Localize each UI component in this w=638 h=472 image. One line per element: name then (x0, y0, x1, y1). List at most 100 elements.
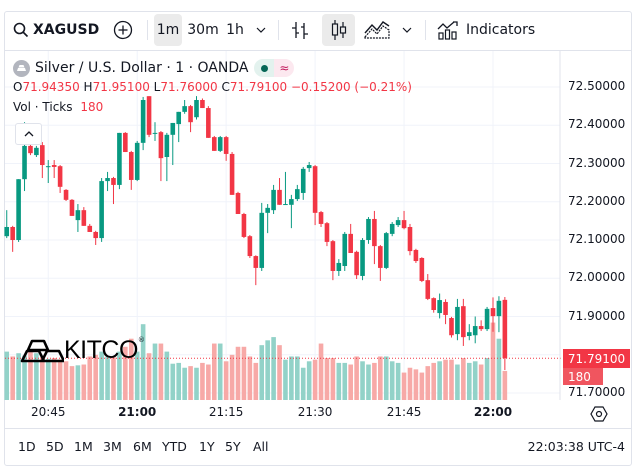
volume-bar (158, 343, 164, 400)
candlestick-icon (331, 20, 346, 40)
candle-body (22, 145, 27, 180)
market-open-dot-icon (254, 59, 275, 77)
chevron-up-icon (24, 131, 33, 137)
interval-1h[interactable]: 1h (226, 22, 244, 38)
volume-bar (354, 356, 359, 400)
volume-bar (419, 372, 425, 400)
time-axis-label: 21:15 (208, 405, 244, 419)
candle-body (75, 210, 81, 221)
candle-body (45, 166, 51, 168)
volume-bar (265, 340, 270, 400)
volume-bar (289, 356, 294, 400)
candle-body (34, 147, 39, 156)
indicators-icon (437, 21, 458, 40)
volume-bar (502, 370, 508, 400)
symbol-search-button[interactable]: XAGUSD (13, 14, 99, 46)
candle-body (105, 178, 110, 182)
volume-bar (259, 345, 265, 400)
toolbar-divider (147, 20, 148, 40)
change-value: −0.15200 (−0.21%) (290, 80, 412, 94)
range-1m[interactable]: 1M (74, 439, 93, 454)
price-axis-label: 72.20000 (568, 193, 626, 208)
chart-widget-frame (4, 11, 632, 466)
chart-type-dropdown[interactable] (398, 14, 416, 46)
range-6m[interactable]: 6M (133, 439, 152, 454)
volume-bar (176, 362, 182, 400)
candle-body (295, 189, 300, 200)
volume-bar (318, 343, 324, 400)
range-3m[interactable]: 3M (103, 439, 122, 454)
bars-chart-type-button[interactable] (287, 14, 313, 46)
search-icon (13, 22, 29, 38)
volume-bar (57, 359, 63, 400)
volume-bar (34, 353, 39, 400)
interval-dropdown[interactable] (252, 14, 270, 46)
volume-bar (247, 356, 253, 400)
volume-bar (63, 361, 69, 400)
area-chart-type-button[interactable] (362, 14, 392, 46)
price-axis-label: 72.00000 (568, 270, 626, 285)
volume-bar (117, 351, 122, 400)
toolbar-divider (278, 20, 279, 40)
range-1y[interactable]: 1Y (199, 439, 215, 454)
range-5y[interactable]: 5Y (225, 439, 241, 454)
indicators-button[interactable]: Indicators (437, 14, 535, 46)
volume-bar (28, 351, 33, 400)
open-value: 71.94350 (22, 80, 80, 94)
range-ytd[interactable]: YTD (162, 439, 187, 454)
volume-bar (330, 358, 336, 400)
volume-bar (128, 338, 134, 400)
candle-body (455, 306, 460, 335)
interval-1m[interactable]: 1m (154, 14, 182, 46)
candle-body (425, 280, 431, 299)
volume-bar (10, 356, 15, 400)
candle-body (28, 145, 33, 154)
candle-body (277, 189, 282, 205)
close-label: C (221, 80, 230, 94)
candle-body (247, 236, 253, 257)
candle-body (449, 318, 454, 336)
silver-symbol-icon (13, 59, 30, 77)
volume-bar (461, 358, 466, 400)
chevron-down-icon (402, 27, 412, 33)
candle-body (490, 308, 496, 317)
range-1d[interactable]: 1D (18, 439, 36, 454)
candle-body (123, 132, 128, 153)
candle-body (472, 326, 478, 336)
volume-bar (449, 359, 454, 400)
volume-bar (360, 361, 365, 400)
volume-bar (235, 346, 241, 400)
candles-chart-type-button[interactable] (322, 14, 355, 46)
volume-bar (152, 343, 158, 400)
range-all[interactable]: All (253, 439, 269, 454)
candle-body (306, 165, 312, 169)
compare-symbol-button[interactable] (112, 14, 134, 46)
interval-30m[interactable]: 30m (187, 22, 219, 38)
volume-bar (45, 358, 51, 400)
price-axis-label: 72.10000 (568, 232, 626, 246)
candle-body (211, 137, 217, 151)
candle-body (10, 226, 15, 240)
candle-body (158, 132, 164, 159)
collapse-legend-button[interactable] (15, 123, 42, 145)
candle-body (336, 262, 342, 271)
volume-bar (22, 355, 27, 400)
volume-bar (170, 363, 176, 400)
volume-bar (306, 361, 312, 400)
volume-bar (425, 366, 431, 400)
candle-body (253, 256, 259, 268)
clock-timezone[interactable]: 22:03:38 UTC-4 (527, 439, 625, 454)
volume-bar (300, 367, 306, 400)
range-5d[interactable]: 5D (46, 439, 64, 454)
candle-body (81, 210, 87, 226)
volume-bar (99, 351, 104, 400)
chart-settings-button[interactable] (590, 405, 608, 427)
symbol-legend: Silver / U.S. Dollar · 1 · OANDA ≈ (13, 59, 295, 77)
candle-body (51, 165, 57, 167)
candle-body (164, 134, 170, 157)
market-status-pill[interactable]: ≈ (254, 59, 295, 77)
high-value: 71.95100 (92, 80, 150, 94)
indicators-label: Indicators (466, 22, 536, 38)
candle-body (69, 199, 75, 216)
